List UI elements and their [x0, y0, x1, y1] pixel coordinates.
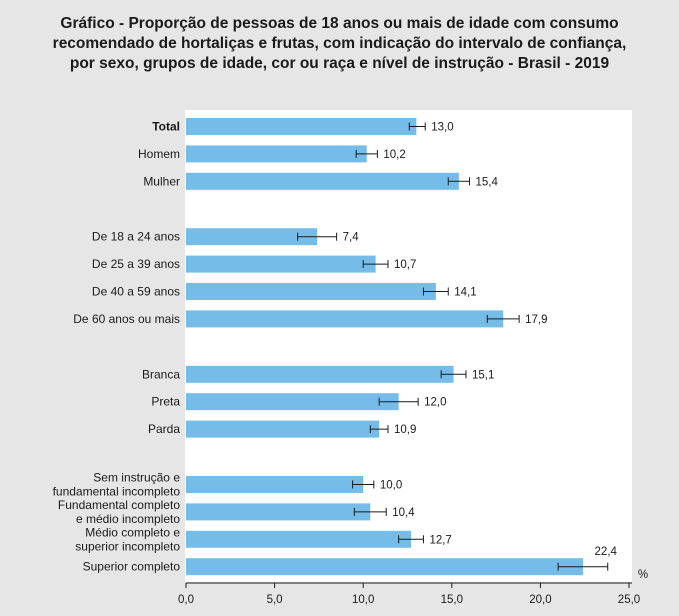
category-label-m-dio-completo-e-superior-incompleto-2: superior incompleto: [75, 539, 180, 553]
bar-preta: [186, 393, 399, 411]
chart-title-line-3: por sexo, grupos de idade, cor ou raça e…: [69, 55, 610, 72]
category-label-de-25-a-39-anos: De 25 a 39 anos: [92, 257, 180, 271]
value-label-superior-completo: 22,4: [595, 546, 618, 558]
category-label-m-dio-completo-e-superior-incompleto-1: Médio completo e: [85, 525, 180, 539]
bar-de-25-a-39-anos: [186, 255, 376, 273]
category-label-fundamental-completo-e-m-dio-incompleto-2: e médio incompleto: [76, 512, 180, 526]
chart-title-line-1: Gráfico - Proporção de pessoas de 18 ano…: [60, 15, 619, 32]
category-label-sem-instru-o-e-fundamental-incompleto-2: fundamental incompleto: [53, 485, 181, 499]
category-label-de-18-a-24-anos: De 18 a 24 anos: [92, 230, 180, 244]
unit-label: %: [638, 569, 648, 581]
value-label-de-60-anos-ou-mais: 17,9: [525, 314, 547, 326]
bar-m-dio-completo-e-superior-incompleto: [186, 530, 412, 548]
category-label-sem-instru-o-e-fundamental-incompleto-1: Sem instrução e: [93, 471, 180, 485]
category-label-superior-completo: Superior completo: [83, 560, 181, 574]
bar-branca: [186, 365, 454, 383]
value-label-mulher: 15,4: [476, 176, 499, 188]
bar-parda: [186, 420, 380, 438]
value-label-preta: 12,0: [424, 397, 446, 409]
bar-superior-completo: [186, 558, 583, 576]
value-label-homem: 10,2: [383, 149, 405, 161]
bar-homem: [186, 145, 367, 163]
x-tick-label-1: 5,0: [267, 594, 283, 606]
bar-total: [186, 118, 417, 135]
category-label-homem: Homem: [138, 147, 180, 161]
value-label-de-25-a-39-anos: 10,7: [394, 259, 416, 271]
x-tick-label-5: 25,0: [618, 594, 640, 606]
category-label-fundamental-completo-e-m-dio-incompleto-1: Fundamental completo: [58, 498, 180, 512]
category-label-de-60-anos-ou-mais: De 60 anos ou mais: [73, 312, 180, 326]
value-label-parda: 10,9: [394, 424, 416, 436]
value-label-m-dio-completo-e-superior-incompleto: 12,7: [429, 534, 451, 546]
value-label-branca: 15,1: [472, 369, 494, 381]
value-label-fundamental-completo-e-m-dio-incompleto: 10,4: [392, 507, 415, 519]
x-tick-label-0: 0,0: [178, 594, 194, 606]
category-label-total: Total: [152, 120, 180, 134]
chart-title: Gráfico - Proporção de pessoas de 18 ano…: [20, 14, 659, 74]
bar-mulher: [186, 172, 459, 190]
category-label-preta: Preta: [151, 395, 180, 409]
value-label-de-18-a-24-anos: 7,4: [343, 232, 360, 244]
category-label-parda: Parda: [148, 422, 180, 436]
chart-title-line-2: recomendado de hortaliças e frutas, com …: [52, 35, 627, 52]
x-tick-label-3: 15,0: [441, 594, 463, 606]
value-label-total: 13,0: [431, 122, 453, 134]
value-label-de-40-a-59-anos: 14,1: [454, 287, 476, 299]
bar-de-18-a-24-anos: [186, 228, 318, 246]
bar-fundamental-completo-e-m-dio-incompleto: [186, 503, 371, 521]
category-label-mulher: Mulher: [143, 174, 180, 188]
value-label-sem-instru-o-e-fundamental-incompleto: 10,0: [380, 480, 402, 492]
category-label-de-40-a-59-anos: De 40 a 59 anos: [92, 285, 180, 299]
category-label-branca: Branca: [142, 367, 180, 381]
x-tick-label-2: 10,0: [352, 594, 374, 606]
bar-de-40-a-59-anos: [186, 283, 436, 300]
x-tick-label-4: 20,0: [529, 594, 551, 606]
bar-de-60-anos-ou-mais: [186, 310, 504, 328]
bar-sem-instru-o-e-fundamental-incompleto: [186, 476, 364, 493]
